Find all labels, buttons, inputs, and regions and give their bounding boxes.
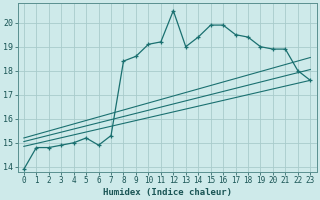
X-axis label: Humidex (Indice chaleur): Humidex (Indice chaleur) — [103, 188, 232, 197]
